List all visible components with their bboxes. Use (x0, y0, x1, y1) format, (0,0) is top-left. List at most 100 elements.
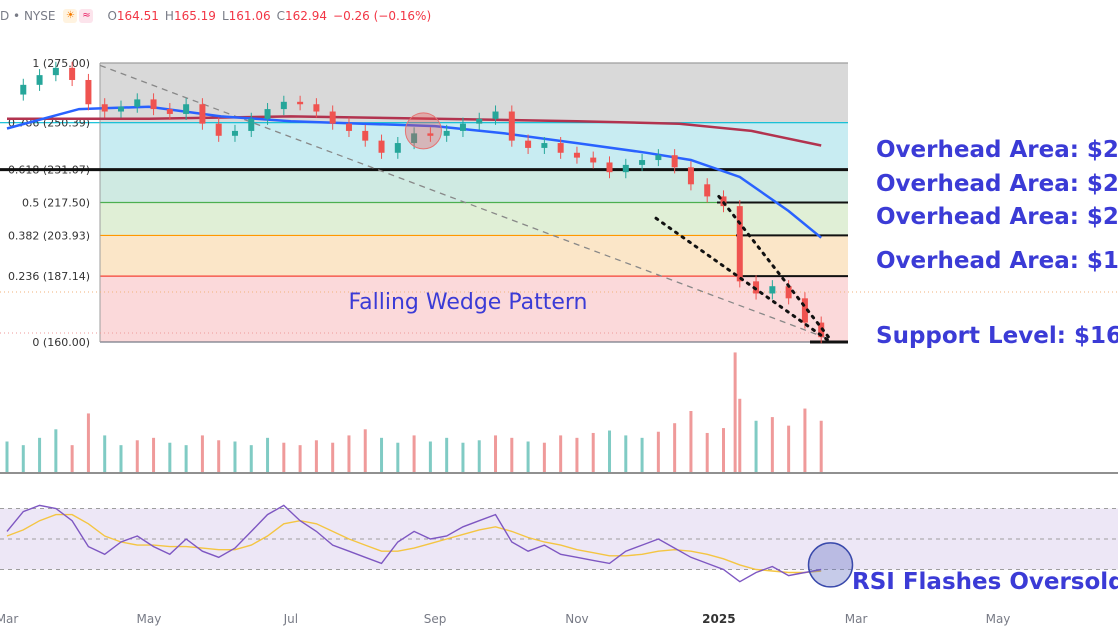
volume-bar (477, 440, 481, 472)
volume-bar (640, 437, 644, 472)
volume-bar (38, 437, 42, 472)
low-value: 161.06 (228, 9, 271, 23)
fib-band (100, 63, 848, 123)
candle-body (36, 75, 43, 85)
wedge-lower-line (654, 216, 833, 344)
volume-bar (673, 423, 677, 472)
volume-bar (819, 420, 823, 472)
fib-level-label: 0.382 (203.93) (8, 229, 90, 242)
candle-body (622, 164, 629, 173)
candle-body (329, 111, 336, 124)
volume-bar (770, 417, 774, 472)
open-value: 164.51 (116, 9, 159, 23)
candle-body (248, 118, 255, 131)
candle-body (655, 155, 662, 161)
wedge-upper-line (717, 194, 833, 342)
candle-body (606, 162, 613, 173)
candle-body (280, 101, 287, 110)
candle-body (69, 67, 76, 80)
volume-bars (5, 352, 823, 472)
x-tick-label: Nov (565, 612, 588, 626)
candle-body (378, 140, 385, 153)
volume-bar (526, 441, 530, 472)
volume-bar (733, 352, 737, 472)
volume-bar (494, 435, 498, 472)
volume-bar (721, 428, 725, 472)
key-level-label: Support Level: $160 (876, 323, 1118, 349)
volume-bar (54, 429, 58, 472)
close-value: 162.94 (285, 9, 328, 23)
x-tick-label: Mar (845, 612, 868, 626)
volume-bar (103, 435, 107, 472)
volume-bar (314, 440, 318, 472)
volume-bar (363, 429, 367, 472)
volume-bar (624, 435, 628, 472)
volume-bar (168, 442, 172, 472)
low-key: L (221, 9, 229, 23)
x-tick-label: Jul (283, 612, 298, 626)
volume-bar (135, 440, 139, 472)
volume-bar (656, 431, 660, 472)
candle-body (492, 111, 499, 119)
volume-bar (331, 442, 335, 472)
symbol-label[interactable]: D • NYSE (0, 9, 56, 23)
open-key: O (107, 9, 117, 23)
candle-body (590, 157, 597, 163)
key-level-label: Overhead Area: $21 (876, 171, 1118, 197)
volume-bar (738, 398, 742, 472)
volume-bar (591, 432, 595, 472)
volume-bar (200, 435, 204, 472)
candles-group (20, 61, 825, 344)
rsi-annotation-label: RSI Flashes Oversold C (852, 569, 1118, 595)
fib-level-label: 0.5 (217.50) (22, 197, 90, 210)
fib-band (100, 235, 848, 277)
candle-body (199, 104, 206, 124)
candle-body (573, 152, 580, 158)
candle-body (769, 286, 776, 294)
candle-body (541, 143, 548, 148)
candle-body (297, 101, 304, 105)
candle-body (736, 206, 743, 282)
volume-bar (787, 425, 791, 472)
sun-cloud-icon[interactable]: ☀ (63, 9, 78, 23)
oversold-circle (807, 542, 854, 588)
volume-bar (5, 441, 9, 472)
chart-header: D • NYSE ☀ ≈ O 164.51 H 165.19 L 161.06 C 16… (0, 6, 437, 26)
candle-body (362, 130, 369, 141)
volume-bar (754, 420, 758, 472)
candle-body (231, 130, 238, 136)
x-tick-label: 2025 (702, 612, 735, 626)
candle-body (476, 118, 483, 124)
candle-body (85, 79, 92, 105)
high-value: 165.19 (173, 9, 216, 23)
volume-bar (428, 441, 432, 472)
volume-bar (559, 435, 563, 472)
candle-body (443, 130, 450, 136)
volume-bar (21, 445, 25, 472)
rsi-ma-line (6, 513, 822, 574)
candle-body (394, 143, 401, 153)
candle-body (150, 99, 157, 110)
fib-level-label: 1 (275.00) (32, 57, 90, 70)
candle-body (785, 286, 792, 299)
highlight-circle (404, 112, 442, 150)
candle-body (459, 123, 466, 131)
volume-bar (249, 445, 253, 472)
wave-icon[interactable]: ≈ (79, 9, 94, 23)
change-value: −0.26 (−0.16%) (333, 9, 432, 23)
candle-body (508, 111, 515, 141)
volume-bar (86, 413, 90, 472)
candle-body (117, 106, 124, 112)
fib-level-label: 0.236 (187.14) (8, 270, 90, 283)
x-tick-label: Sep (424, 612, 447, 626)
candle-body (313, 104, 320, 112)
high-key: H (164, 9, 174, 23)
volume-bar (298, 445, 302, 472)
rsi-line (6, 504, 822, 583)
volume-bar (266, 437, 270, 472)
candle-body (411, 133, 418, 144)
volume-bar (282, 442, 286, 472)
candle-body (20, 84, 27, 95)
candle-body (183, 104, 190, 114)
